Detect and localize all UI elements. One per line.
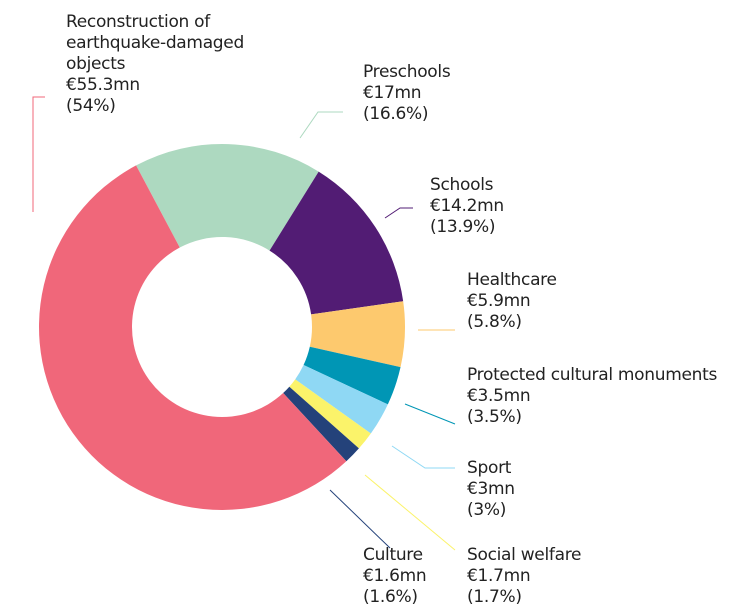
share-label: (1.7%) bbox=[467, 587, 522, 607]
leader-line bbox=[329, 489, 391, 549]
slice-label: Social welfare €1.7mn (1.7%) bbox=[467, 545, 581, 608]
slice-label: Preschools €17mn (16.6%) bbox=[363, 62, 451, 125]
slice bbox=[283, 386, 359, 462]
value-label: €1.6mn bbox=[363, 566, 427, 586]
slice-label: Culture €1.6mn (1.6%) bbox=[363, 545, 427, 608]
share-label: (1.6%) bbox=[363, 587, 418, 607]
share-label: (54%) bbox=[66, 96, 116, 116]
category-name: Preschools bbox=[363, 62, 451, 82]
leader-line bbox=[391, 445, 455, 469]
value-label: €17mn bbox=[363, 83, 422, 103]
slice bbox=[269, 171, 404, 315]
value-label: €3mn bbox=[467, 479, 515, 499]
category-name: Protected cultural monuments bbox=[467, 365, 718, 385]
slice bbox=[309, 301, 405, 368]
value-label: €3.5mn bbox=[467, 386, 531, 406]
leader-line bbox=[404, 403, 456, 425]
category-name: Healthcare bbox=[467, 270, 557, 290]
leader-line bbox=[364, 474, 456, 551]
share-label: (16.6%) bbox=[363, 104, 429, 124]
share-label: (13.9%) bbox=[430, 217, 496, 237]
slice-label: Sport €3mn (3%) bbox=[467, 458, 515, 521]
slice bbox=[136, 144, 319, 251]
category-name: Sport bbox=[467, 458, 512, 478]
value-label: €5.9mn bbox=[467, 291, 531, 311]
leader-line bbox=[32, 96, 45, 212]
slice bbox=[295, 365, 388, 434]
category-name: Culture bbox=[363, 545, 423, 565]
value-label: €14.2mn bbox=[430, 196, 504, 216]
slice bbox=[303, 346, 401, 405]
category-name: Schools bbox=[430, 175, 494, 195]
slice bbox=[289, 379, 371, 449]
slice-label: Protected cultural monuments €3.5mn (3.5%) bbox=[467, 365, 717, 428]
share-label: (3.5%) bbox=[467, 407, 522, 427]
share-label: (5.8%) bbox=[467, 312, 522, 332]
slice-label: Reconstruction of earthquake-damaged obj… bbox=[66, 12, 266, 117]
share-label: (3%) bbox=[467, 500, 507, 520]
slice-label: Schools €14.2mn (13.9%) bbox=[430, 175, 504, 238]
slice-label: Healthcare €5.9mn (5.8%) bbox=[467, 270, 557, 333]
category-name: Reconstruction of earthquake-damaged obj… bbox=[66, 12, 244, 74]
leader-line bbox=[384, 207, 413, 219]
category-name: Social welfare bbox=[467, 545, 582, 565]
value-label: €1.7mn bbox=[467, 566, 531, 586]
leader-line bbox=[299, 111, 343, 139]
value-label: €55.3mn bbox=[66, 75, 140, 95]
slice bbox=[38, 165, 347, 510]
